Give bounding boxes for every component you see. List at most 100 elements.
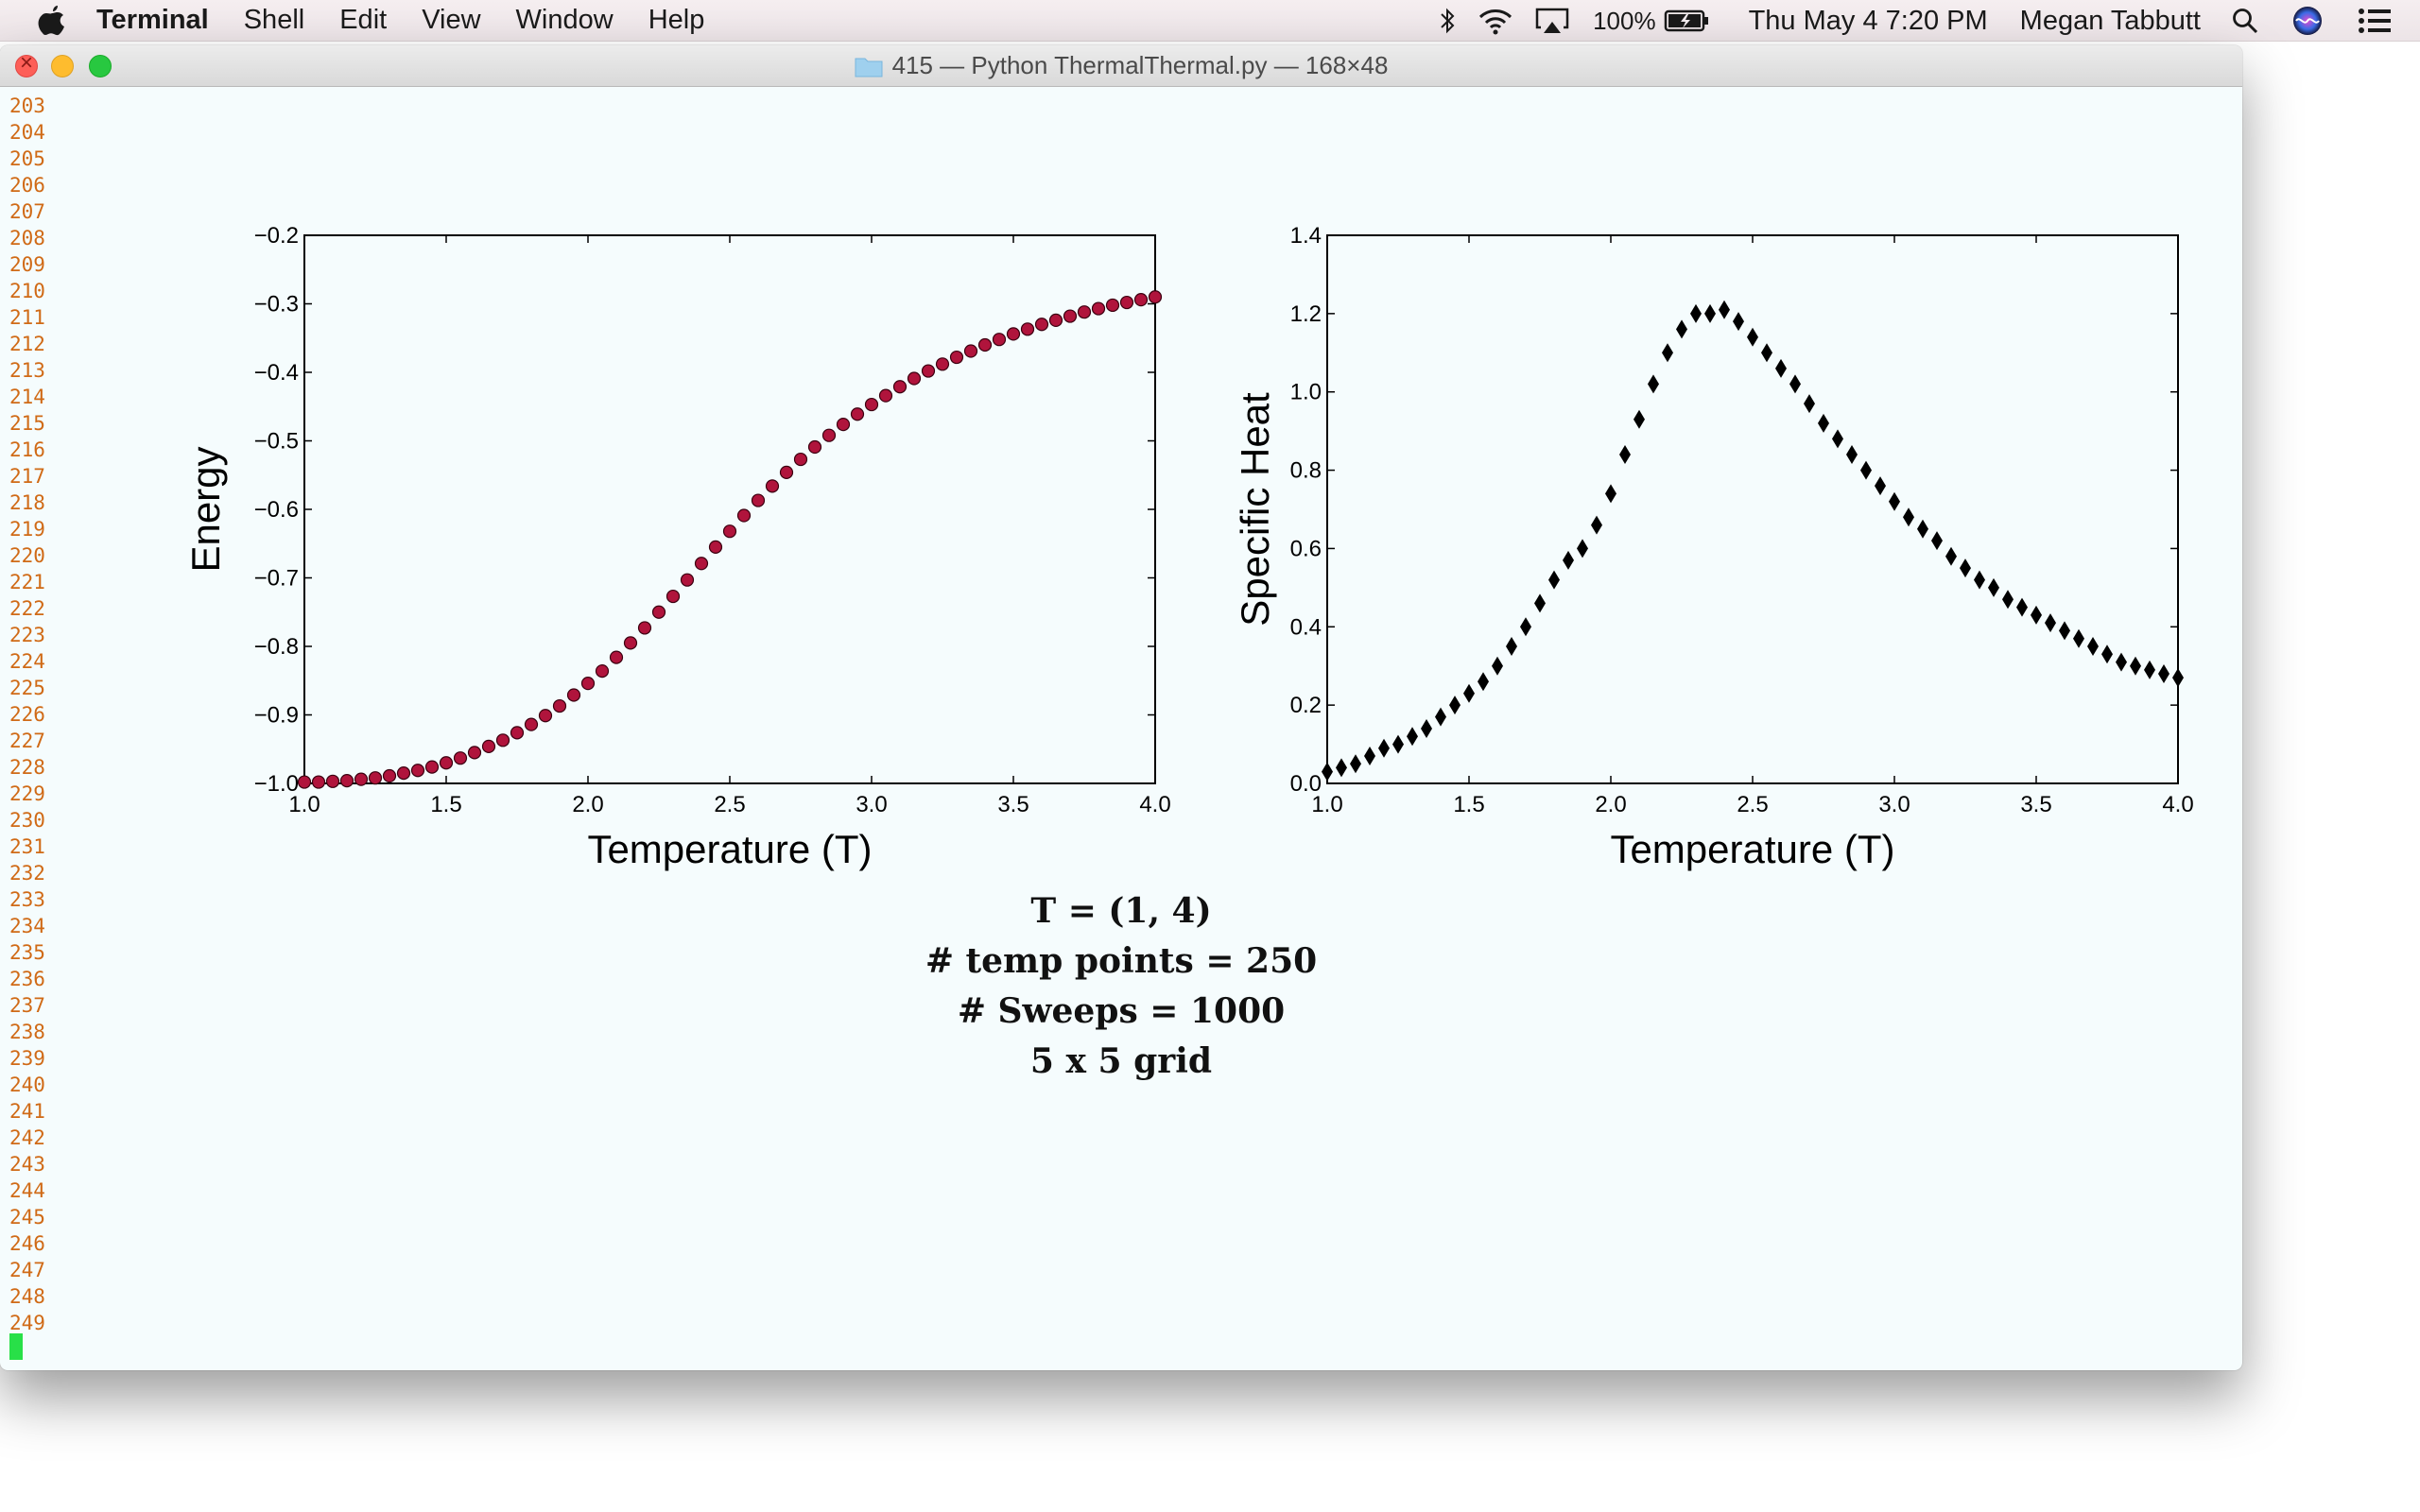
line-number: 214 [9,386,45,408]
menu-bar: Terminal Shell Edit View Window Help 100… [0,0,2420,42]
data-point [722,524,737,539]
airplay-icon[interactable] [1534,7,1570,35]
caption-temperature-range: T = (1, 4) [1030,891,1212,931]
data-point [453,751,468,765]
data-point [311,775,326,789]
line-number: 211 [9,306,45,329]
folder-icon [855,58,883,77]
y-tick-label: −0.7 [254,566,299,592]
data-point [1034,318,1049,332]
data-point [1105,298,1120,313]
line-number: 210 [9,280,45,302]
line-number: 228 [9,756,45,779]
menu-shell[interactable]: Shell [243,5,305,35]
line-number: 208 [9,227,45,249]
menu-edit[interactable]: Edit [339,5,388,35]
data-point [2116,652,2127,672]
data-point [396,766,411,781]
data-point [1591,515,1602,535]
data-point [793,452,808,467]
data-point [1818,413,1829,433]
battery-percentage: 100% [1593,6,1656,35]
data-point [935,357,950,371]
data-point [907,371,922,386]
title-bar[interactable]: 415 — Python ThermalThermal.py — 168×48 [0,45,2242,87]
line-number: 236 [9,968,45,990]
data-point [1875,476,1886,496]
matplotlib-figure: 1.0 1.5 2.0 2.5 3.0 3.5 4.0 −1.0 −0.9 −0.8 −0.7 −0.… [183,223,2194,871]
data-point [836,418,851,432]
data-point [1719,300,1730,319]
caption-grid: 5 x 5 grid [1029,1041,1213,1081]
search-icon[interactable] [2231,7,2259,35]
data-point [1006,327,1021,341]
data-point [623,636,638,650]
x-tick-label: 3.0 [1878,792,1910,817]
data-point [382,768,397,783]
menu-help[interactable]: Help [648,5,705,35]
data-point [1322,762,1333,782]
data-point [552,698,567,713]
data-point [1676,319,1687,339]
data-point [807,439,822,455]
data-point [1917,519,1928,539]
data-point [850,407,865,421]
user-name[interactable]: Megan Tabbutt [2019,5,2201,36]
menu-window[interactable]: Window [515,5,614,35]
data-point [1960,558,1971,578]
data-point [2101,644,2113,664]
terminal-window[interactable]: 415 — Python ThermalThermal.py — 168×48 … [0,45,2242,1370]
menu-app-terminal[interactable]: Terminal [96,5,209,35]
data-point [821,428,837,442]
x-tick-label: 2.5 [1737,792,1768,817]
data-point [1364,747,1375,765]
data-point [1846,445,1858,464]
line-number: 203 [9,94,45,117]
data-point [1063,309,1078,323]
apple-icon[interactable] [36,4,68,38]
terminal-cursor [9,1333,23,1360]
y-tick-label: −1.0 [254,771,299,797]
minimize-button[interactable] [51,55,74,77]
data-point [439,756,454,770]
zoom-button[interactable] [89,55,112,77]
data-point [354,772,369,786]
data-point [1478,672,1489,692]
window-title: 415 — Python ThermalThermal.py — 168×48 [855,51,1388,80]
data-point [566,688,581,702]
data-point [325,774,340,788]
data-point [708,540,723,554]
line-number: 231 [9,835,45,858]
notification-center-icon[interactable] [2358,8,2392,34]
menu-view[interactable]: View [422,5,481,35]
data-point [878,388,893,403]
line-number: 239 [9,1047,45,1070]
close-button[interactable] [15,50,38,77]
data-point [1563,550,1574,570]
siri-icon[interactable] [2291,5,2324,37]
data-point [410,764,425,778]
x-tick-label: 2.0 [572,792,603,817]
line-number: 235 [9,941,45,964]
data-point [467,746,482,760]
data-point [524,717,539,731]
line-number: 220 [9,544,45,567]
line-number: 207 [9,200,45,223]
line-number: 246 [9,1232,45,1255]
data-point [992,333,1007,347]
data-point [694,557,709,571]
wifi-icon[interactable] [1478,7,1513,35]
data-point [1392,734,1404,754]
x-tick-label: 4.0 [1139,792,1170,817]
line-number: 243 [9,1153,45,1176]
clock[interactable]: Thu May 4 7:20 PM [1748,5,1988,36]
battery-icon[interactable] [1664,9,1711,33]
data-point [1789,374,1801,394]
data-point [2002,590,2014,610]
data-point [1761,343,1772,363]
line-number: 218 [9,491,45,514]
bluetooth-icon[interactable] [1438,7,1457,35]
data-point [2087,637,2099,656]
data-point [921,364,936,378]
data-point [1945,546,1957,566]
